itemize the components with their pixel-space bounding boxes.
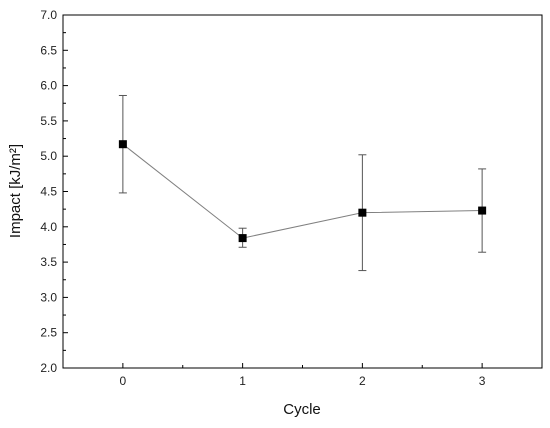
y-tick-label: 3.0 bbox=[40, 290, 57, 304]
y-tick-label: 6.5 bbox=[40, 43, 57, 57]
x-tick-label: 0 bbox=[120, 374, 127, 388]
y-tick-label: 2.5 bbox=[40, 326, 57, 340]
x-tick-label: 3 bbox=[479, 374, 486, 388]
x-axis-ticks: 0 1 2 3 bbox=[120, 363, 486, 388]
y-tick-label: 5.0 bbox=[40, 149, 57, 163]
y-axis-ticks: 2.0 2.5 3.0 3.5 4.0 4.5 5.0 5.5 6.0 6.5 7.0 bbox=[40, 8, 68, 375]
plot-frame bbox=[62, 14, 543, 369]
x-tick-label: 1 bbox=[239, 374, 246, 388]
y-tick-label: 4.0 bbox=[40, 220, 57, 234]
data-point bbox=[478, 206, 487, 215]
data-series bbox=[118, 94, 487, 272]
y-tick-label: 7.0 bbox=[40, 8, 57, 22]
data-point bbox=[238, 234, 247, 243]
x-axis-title: Cycle bbox=[283, 401, 321, 418]
y-tick-label: 3.5 bbox=[40, 255, 57, 269]
data-point bbox=[358, 208, 367, 217]
y-tick-label: 4.5 bbox=[40, 185, 57, 199]
data-point bbox=[118, 140, 127, 149]
y-tick-label: 2.0 bbox=[40, 361, 57, 375]
series-line bbox=[122, 143, 483, 239]
y-axis-title: Impact [kJ/m²] bbox=[7, 144, 24, 238]
y-tick-label: 5.5 bbox=[40, 114, 57, 128]
x-tick-label: 2 bbox=[359, 374, 366, 388]
y-tick-label: 6.0 bbox=[40, 79, 57, 93]
